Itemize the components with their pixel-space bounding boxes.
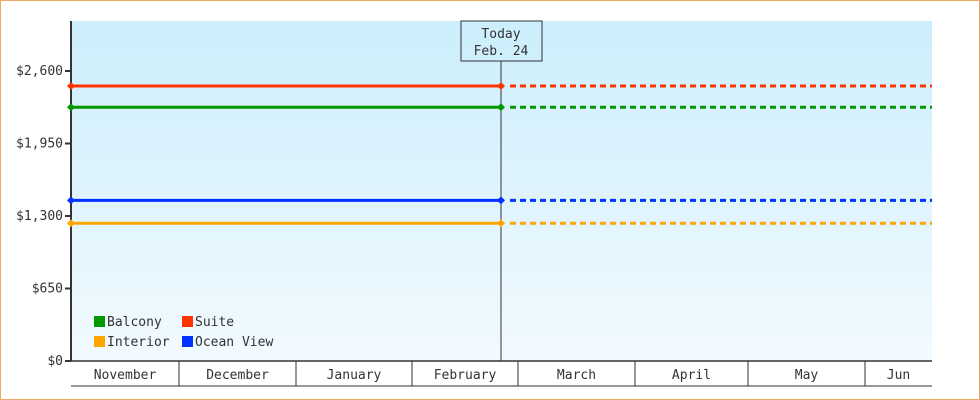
legend-swatch: [182, 336, 193, 347]
y-tick-label: $650: [32, 282, 63, 297]
legend-label: Ocean View: [195, 335, 273, 350]
x-tick-label: April: [672, 368, 711, 383]
y-tick-label: $1,950: [16, 137, 63, 152]
legend-label: Suite: [195, 315, 234, 330]
legend-label: Interior: [107, 335, 170, 350]
series-point: [497, 82, 505, 91]
x-tick-label: December: [206, 368, 269, 383]
x-tick-label: February: [434, 368, 497, 383]
today-label: Today: [481, 27, 520, 42]
x-tick-label: March: [557, 368, 596, 383]
series-point: [497, 196, 505, 205]
legend-swatch: [182, 316, 193, 327]
y-tick-label: $1,300: [16, 209, 63, 224]
series-point: [67, 103, 75, 112]
legend-label: Balcony: [107, 315, 162, 330]
x-tick-label: November: [94, 368, 157, 383]
series-point: [67, 196, 75, 205]
y-tick-label: $2,600: [16, 64, 63, 79]
y-tick-label: $0: [47, 354, 63, 369]
series-point: [67, 82, 75, 91]
legend-swatch: [94, 336, 105, 347]
legend-swatch: [94, 316, 105, 327]
today-box: [460, 20, 543, 62]
today-date: Feb. 24: [474, 44, 529, 59]
series-point: [67, 219, 75, 228]
x-tick-label: May: [795, 368, 819, 383]
series-point: [497, 103, 505, 112]
x-tick-label: Jun: [887, 368, 910, 383]
series-point: [497, 219, 505, 228]
x-tick-label: January: [327, 368, 382, 383]
